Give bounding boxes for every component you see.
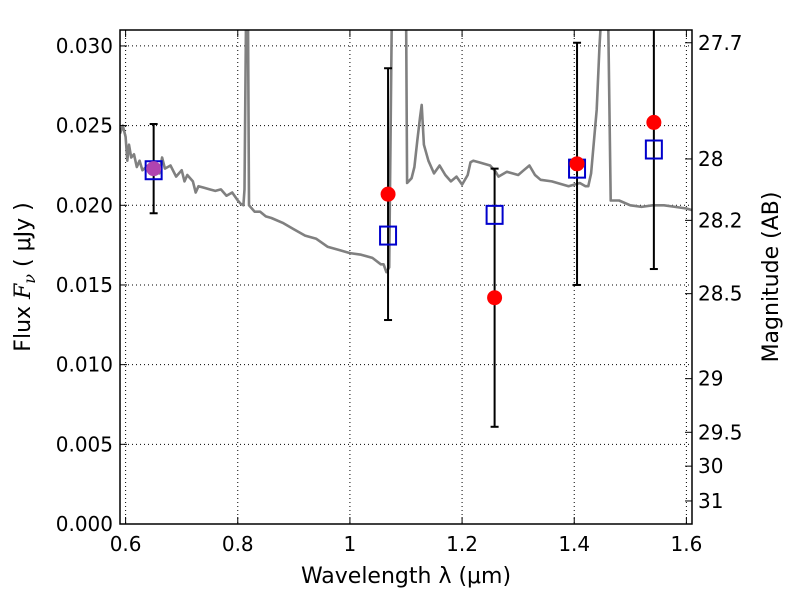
- observed-point: [569, 156, 585, 172]
- x-axis-label: Wavelength λ (μm): [301, 564, 511, 589]
- x-tick-label: 0.6: [110, 532, 142, 556]
- magnitude-axis-ticks: 27.7 28 28.2 28.5 29 29.5 30 31: [685, 31, 743, 513]
- magnitude-tick-label: 31: [698, 489, 723, 513]
- grid: [120, 30, 692, 524]
- observed-point: [146, 161, 162, 177]
- plot-frame: [119, 29, 693, 525]
- spectrum-series: [120, 30, 692, 274]
- magnitude-tick-label: 27.7: [698, 31, 743, 55]
- x-tick-label: 0.8: [222, 532, 254, 556]
- magnitude-tick-label: 28.2: [698, 208, 743, 232]
- x-tick-label: 1: [344, 532, 357, 556]
- magnitude-tick-label: 29: [698, 367, 723, 391]
- magnitude-tick-label: 30: [698, 454, 723, 478]
- observed-point: [380, 186, 396, 202]
- magnitude-tick-label: 28: [698, 147, 723, 171]
- y-tick-label: 0.000: [56, 512, 113, 536]
- observed-point: [487, 290, 503, 306]
- y-tick-label: 0.015: [56, 273, 113, 297]
- spectrum-line: [120, 30, 692, 274]
- observed-points: [146, 114, 662, 306]
- y-axis-label: Flux Fν ( μJy ): [11, 202, 39, 351]
- magnitude-tick-label: 28.5: [698, 282, 743, 306]
- y-axis-ticks: 0.000 0.005 0.010 0.015 0.020 0.025 0.030: [56, 34, 127, 536]
- magnitude-tick-label: 29.5: [698, 420, 743, 444]
- y-tick-label: 0.010: [56, 353, 113, 377]
- y-tick-label: 0.025: [56, 114, 113, 138]
- model-point: [379, 225, 398, 246]
- y-tick-label: 0.005: [56, 432, 113, 456]
- model-point: [644, 139, 663, 160]
- x-tick-label: 1.4: [558, 532, 590, 556]
- y-tick-label: 0.030: [56, 34, 113, 58]
- x-tick-label: 1.6: [670, 532, 702, 556]
- model-point: [485, 204, 504, 225]
- x-tick-label: 1.2: [446, 532, 478, 556]
- y-tick-label: 0.020: [56, 193, 113, 217]
- x-axis-ticks: 0.6 0.8 1 1.2 1.4 1.6: [110, 30, 702, 556]
- observed-point: [646, 114, 662, 130]
- flux-symbol: F: [11, 283, 36, 300]
- magnitude-axis-label: Magnitude (AB): [759, 192, 784, 363]
- flux-subscript: ν: [20, 274, 39, 284]
